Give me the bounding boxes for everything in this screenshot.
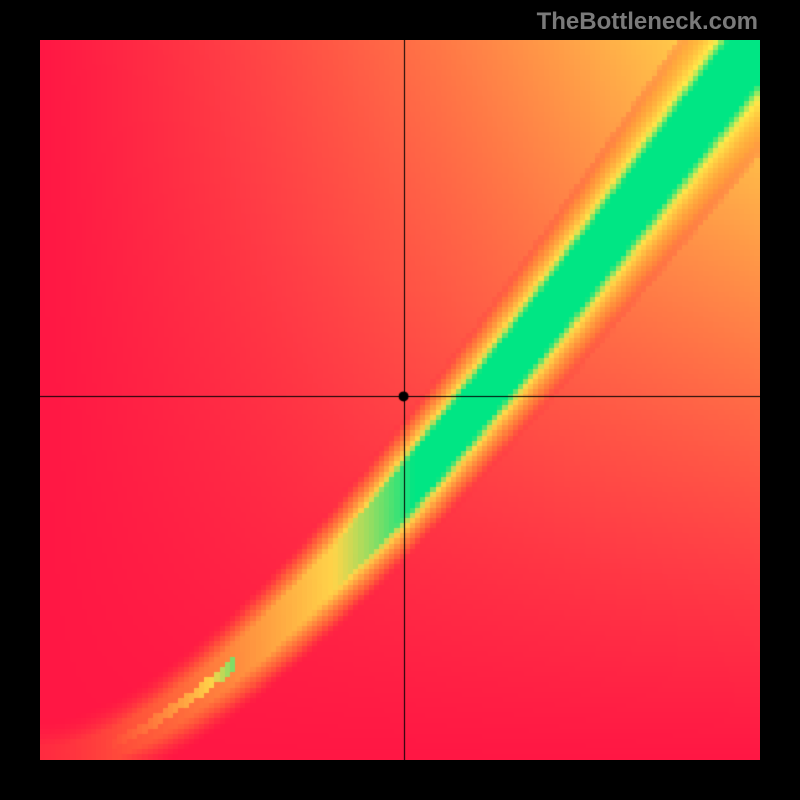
watermark-text: TheBottleneck.com bbox=[537, 8, 758, 36]
figure-frame: TheBottleneck.com bbox=[0, 0, 800, 800]
heatmap-plot bbox=[40, 40, 760, 760]
